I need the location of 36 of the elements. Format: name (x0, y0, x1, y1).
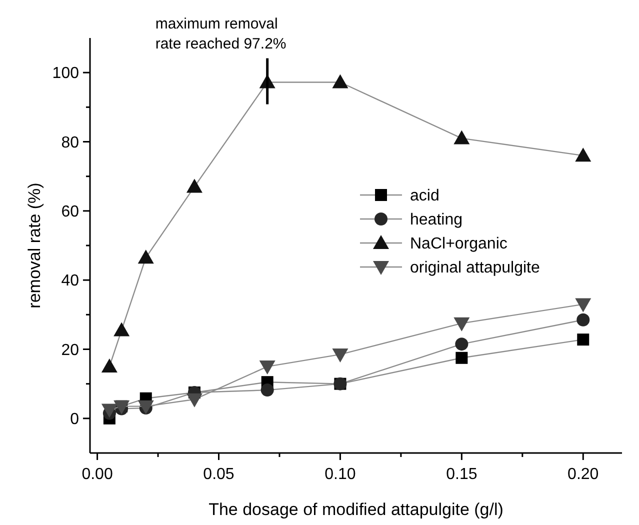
point (332, 74, 348, 88)
point (455, 338, 468, 351)
point (138, 250, 154, 264)
point (186, 393, 202, 408)
x-tick-label: 0.05 (203, 466, 234, 483)
legend-label: original attapulgite (410, 260, 540, 277)
point (260, 384, 274, 397)
legend-label: heating (410, 212, 462, 229)
x-tick-label: 0.20 (568, 466, 599, 483)
y-tick-label: 100 (52, 65, 80, 82)
y-tick-label: 80 (61, 134, 80, 152)
y-axis-title: removal rate (%) (25, 182, 44, 308)
point (576, 313, 590, 326)
annotation: maximum removal rate reached 97.2% (155, 15, 286, 52)
text: 0.00 (82, 466, 113, 483)
point (577, 334, 590, 346)
point (259, 360, 276, 375)
y-tick-label: 0 (70, 411, 80, 428)
point (332, 348, 348, 362)
y-tick-label: 40 (61, 272, 80, 290)
x-axis-title: The dosage of modified attapulgite (g/l) (208, 500, 504, 519)
point (186, 178, 202, 193)
point (454, 317, 470, 332)
y-tick-label: 60 (61, 204, 80, 221)
x-tick-label: 0.15 (446, 466, 478, 483)
point (575, 298, 592, 312)
x-tick-label: 0.10 (324, 466, 356, 483)
point (101, 404, 118, 418)
point (456, 352, 468, 364)
point (101, 358, 118, 373)
point (454, 130, 470, 144)
point (575, 148, 592, 162)
y-tick-label: 20 (61, 342, 80, 359)
legend-label: acid (410, 188, 440, 205)
point (114, 322, 130, 336)
legend-label: NaCl+organic (410, 236, 508, 253)
